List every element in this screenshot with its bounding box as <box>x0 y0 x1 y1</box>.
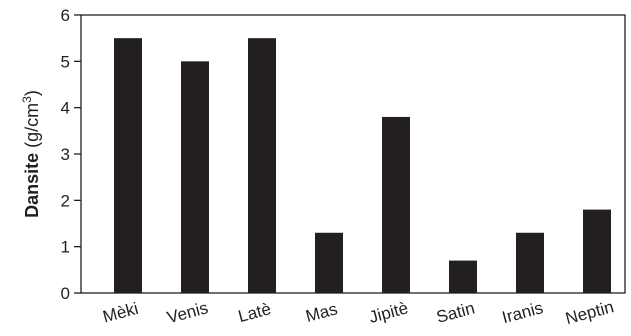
y-tick-label: 0 <box>61 284 70 303</box>
bars <box>114 38 611 294</box>
x-category-label: Mèki <box>101 299 141 327</box>
bar-3 <box>315 232 343 293</box>
bar-5 <box>449 260 477 293</box>
bar-4 <box>382 116 410 293</box>
bar-1 <box>181 61 209 294</box>
y-axis-label: Dansite (g/cm3) <box>20 90 42 218</box>
bar-6 <box>516 232 544 293</box>
y-axis-label-close: ) <box>22 90 42 96</box>
x-axis-labels: Mèki Venis Latè Mas Jipitè Satin Iranis Neptin <box>101 297 616 328</box>
y-tick-label: 2 <box>61 191 70 210</box>
bar-7 <box>583 209 611 293</box>
y-axis-label-sup: 3 <box>20 96 34 103</box>
y-tick-label: 5 <box>61 52 70 71</box>
x-category-label: Mas <box>304 299 340 326</box>
y-tick-label: 6 <box>61 6 70 25</box>
x-category-label: Latè <box>236 299 273 326</box>
y-tick-label: 3 <box>61 145 70 164</box>
x-category-label: Neptin <box>563 297 615 328</box>
y-tick-label: 4 <box>61 99 70 118</box>
x-category-label: Jipitè <box>367 298 410 327</box>
y-axis-label-main: Dansite <box>22 153 42 218</box>
y-axis-label-unit: (g/cm <box>22 103 42 148</box>
x-category-label: Venis <box>165 298 210 327</box>
plot-frame <box>80 14 626 294</box>
x-category-label: Iranis <box>500 298 545 327</box>
x-category-label: Satin <box>434 298 476 326</box>
y-tick-label: 1 <box>61 238 70 257</box>
bar-2 <box>248 38 276 293</box>
bar-0 <box>114 38 142 293</box>
y-axis-ticks: 0 1 2 3 4 5 6 <box>61 6 81 303</box>
